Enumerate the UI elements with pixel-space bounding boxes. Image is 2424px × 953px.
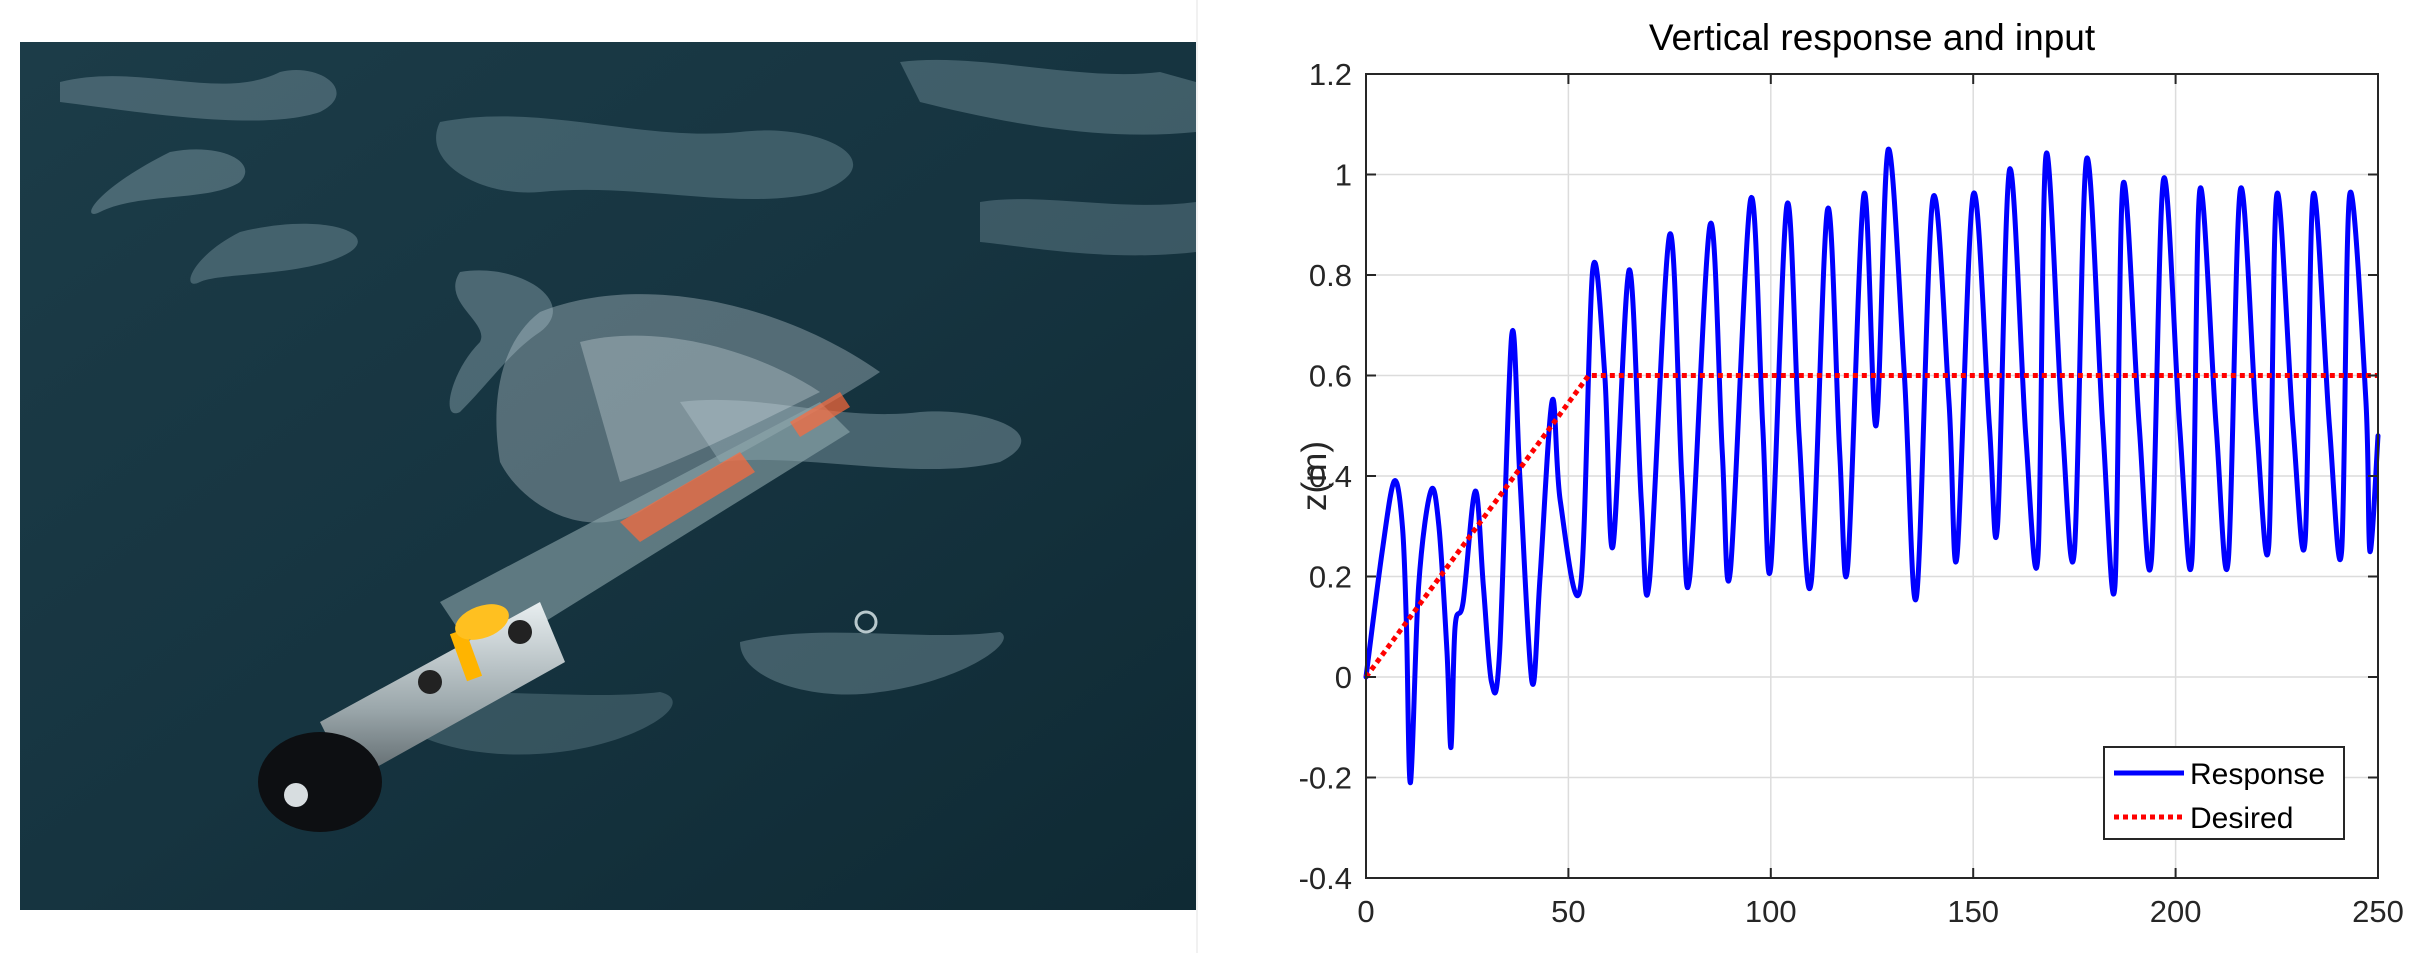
y-tick-label: -0.4 xyxy=(1299,861,1352,896)
y-tick-label: 0.2 xyxy=(1309,560,1352,595)
panel-divider xyxy=(1196,0,1198,953)
y-axis-label: z(m) xyxy=(1295,441,1334,511)
x-tick-label: 0 xyxy=(1357,894,1374,929)
series-layer xyxy=(1363,146,2381,786)
ticks-layer: 0 50 100 150 200 250 -0.4 -0.2 0 0.2 0.4 0.6 0.8 1 1.2 xyxy=(1299,57,2404,929)
series-line-desired xyxy=(1363,373,2378,679)
legend-label-desired: Desired xyxy=(2190,802,2293,835)
y-tick-label: 0.6 xyxy=(1309,359,1352,394)
x-tick-label: 50 xyxy=(1551,894,1585,929)
y-tick-label: -0.2 xyxy=(1299,761,1352,796)
legend-label-response: Response xyxy=(2190,758,2325,791)
legend-box xyxy=(2103,746,2345,840)
response-chart: 0 50 100 150 200 250 -0.4 -0.2 0 0.2 0.4 0.6 0.8 1 1.2… xyxy=(1230,0,2424,953)
y-tick-label: 1.2 xyxy=(1309,57,1352,92)
x-tick-label: 250 xyxy=(2352,894,2404,929)
y-tick-label: 1 xyxy=(1335,158,1352,193)
y-tick-label: 0.8 xyxy=(1309,258,1352,293)
legend: Response Desired xyxy=(2103,746,2345,840)
x-tick-label: 100 xyxy=(1745,894,1797,929)
underwater-robot-photo xyxy=(20,42,1196,910)
series-line-response xyxy=(1363,146,2381,786)
y-tick-label: 0 xyxy=(1335,660,1352,695)
chart-title: Vertical response and input xyxy=(1649,17,2096,58)
x-tick-label: 200 xyxy=(2150,894,2202,929)
y-tick-label: 0.4 xyxy=(1309,459,1352,494)
x-tick-label: 150 xyxy=(1947,894,1999,929)
